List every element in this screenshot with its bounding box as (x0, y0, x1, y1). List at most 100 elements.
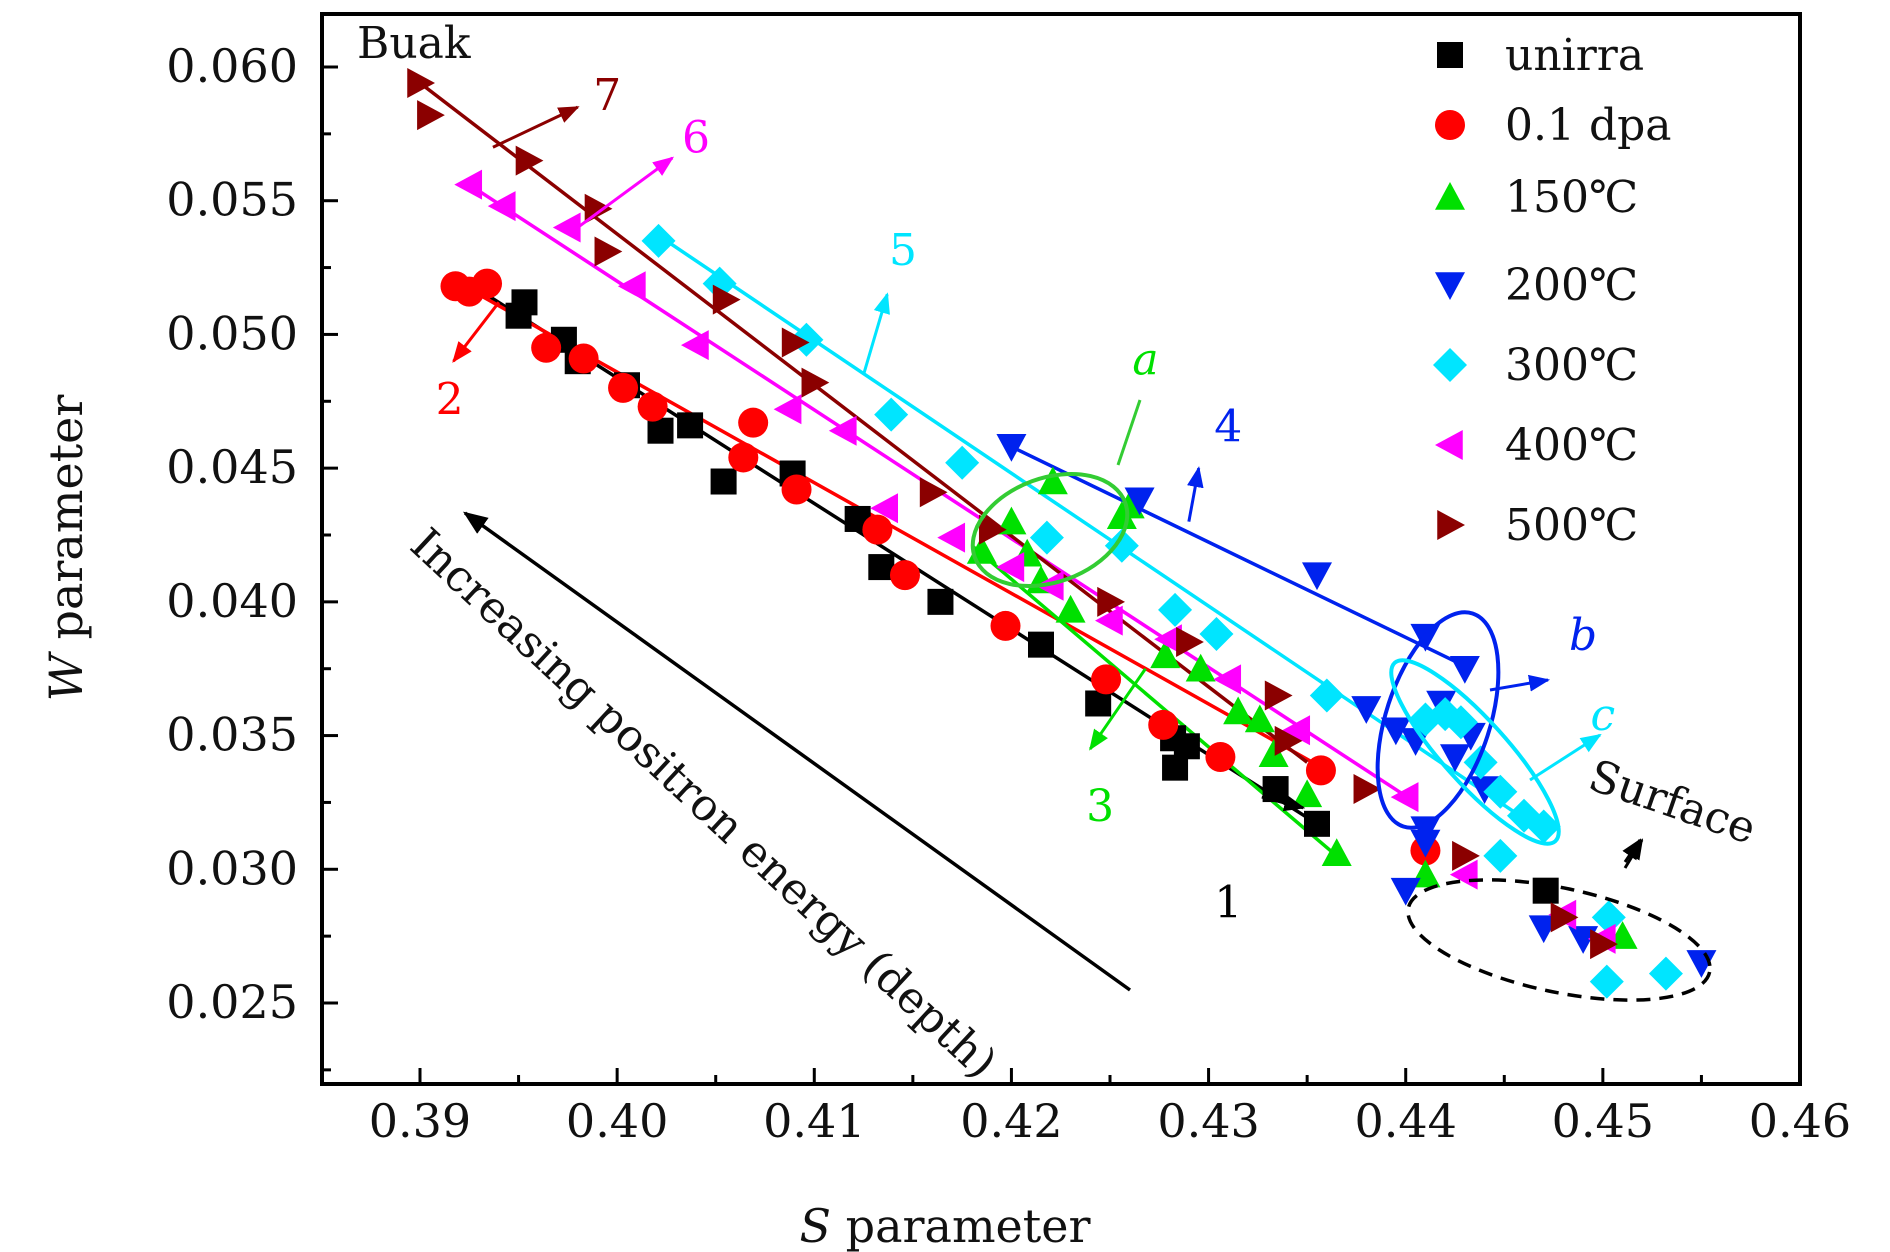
data-point-400 (681, 330, 709, 361)
data-point-200 (1449, 655, 1480, 684)
x-tick-label: 0.41 (763, 1094, 865, 1148)
data-point-150 (1258, 739, 1289, 768)
legend-item-unirra: unirra (1437, 30, 1644, 81)
legend-item-300c: 300℃ (1433, 340, 1638, 391)
data-point-200 (996, 433, 1027, 462)
data-point-0-1-dpa (472, 268, 503, 299)
data-point-0-1-dpa (637, 391, 668, 422)
data-point-400 (1213, 664, 1242, 695)
data-point-400 (937, 522, 966, 553)
region-label-b: b (1569, 610, 1597, 661)
y-tick-label: 0.045 (166, 440, 298, 494)
data-point-500 (1176, 626, 1204, 657)
plot-frame (320, 12, 1802, 1086)
legend-label-unirra: unirra (1505, 30, 1644, 81)
y-tick-label: 0.040 (166, 574, 298, 628)
x-axis-title: S parameter (800, 1199, 1091, 1252)
legend-marker-shape-400 (1435, 430, 1463, 460)
series-400 (454, 169, 1616, 954)
legend-item-150c: 150℃ (1435, 172, 1638, 223)
legend-marker-0.1dpa (1435, 110, 1465, 140)
legend-marker-shape-200 (1435, 272, 1465, 300)
data-point-300 (1483, 838, 1518, 873)
data-point-300 (874, 397, 909, 432)
data-markers (407, 68, 1717, 999)
data-point-300 (1158, 592, 1193, 627)
line-label-7: 7 (593, 70, 621, 121)
data-point-0-1-dpa (608, 372, 639, 403)
data-point-300 (1526, 809, 1561, 844)
region-a-ellipse (970, 471, 1130, 589)
surface-arrow (1623, 838, 1644, 869)
line-2-arrow (452, 301, 501, 363)
series-200 (996, 433, 1717, 978)
fit-line-500 (418, 81, 1309, 764)
line-label-1: 1 (1214, 877, 1242, 928)
data-point-400 (828, 415, 857, 446)
line-4-arrow (1187, 466, 1204, 522)
data-point-unirra (927, 588, 954, 615)
data-point-300 (1648, 956, 1683, 991)
data-point-150 (1037, 466, 1068, 495)
line-3-arrow (1089, 667, 1147, 751)
y-tick-label: 0.035 (166, 708, 298, 762)
data-point-0-1-dpa (1205, 741, 1236, 772)
data-point-200 (1351, 696, 1382, 724)
legend-label-500c: 500℃ (1505, 500, 1638, 551)
data-point-150 (1244, 704, 1275, 733)
region-b-ellipse (1375, 610, 1501, 830)
data-point-unirra (1028, 631, 1054, 658)
legend-label-0.1dpa: 0.1 dpa (1505, 100, 1672, 151)
y-tick-label: 0.025 (166, 975, 298, 1029)
surface-label: Surface (1582, 750, 1762, 854)
data-point-500 (978, 514, 1007, 545)
data-point-500 (1097, 586, 1125, 617)
data-point-500 (407, 68, 435, 99)
data-point-0-1-dpa (1148, 709, 1179, 740)
data-point-500 (801, 367, 830, 398)
data-point-400 (1095, 605, 1123, 636)
data-point-400 (996, 552, 1025, 583)
legend-item-200c: 200℃ (1435, 260, 1638, 311)
legend-marker-shape-300 (1433, 348, 1467, 382)
data-point-300 (641, 223, 676, 258)
data-point-400 (487, 191, 516, 222)
data-point-300 (1443, 705, 1478, 740)
x-tick-label: 0.42 (960, 1094, 1062, 1148)
data-point-300 (1309, 678, 1344, 713)
y-axis-title: W parameter (39, 395, 93, 702)
y-tick-label: 0.055 (166, 173, 298, 227)
data-point-150 (1150, 640, 1181, 669)
data-point-0-1-dpa (568, 343, 599, 374)
data-point-300 (1199, 616, 1234, 651)
y-axis-symbol: W (39, 650, 93, 701)
line-7-arrow (492, 105, 580, 149)
series-300 (641, 223, 1683, 999)
data-point-unirra (647, 417, 674, 444)
x-axis-text: parameter (831, 1199, 1090, 1252)
fit-line-0-1-dpa (458, 282, 1328, 772)
legend-marker-200c (1435, 272, 1465, 300)
data-point-400 (1390, 782, 1419, 813)
data-point-500 (1452, 840, 1480, 871)
region-b-arrow (1489, 674, 1551, 692)
line-6-arrow (576, 156, 675, 229)
data-point-500 (417, 100, 445, 131)
data-point-0-1-dpa (531, 332, 562, 363)
data-point-0-1-dpa (1305, 755, 1336, 786)
x-axis-symbol: S (800, 1199, 832, 1252)
data-point-unirra (505, 302, 532, 329)
data-point-400 (454, 169, 483, 200)
data-point-unirra (1173, 733, 1200, 760)
line-label-5: 5 (889, 225, 917, 276)
x-tick-label: 0.44 (1355, 1094, 1457, 1148)
data-point-150 (996, 506, 1027, 535)
data-point-500 (1590, 929, 1618, 960)
legend-marker-shape-150 (1435, 182, 1465, 210)
data-point-300 (945, 445, 980, 480)
legend-label-400c: 400℃ (1505, 420, 1638, 471)
legend-marker-500c (1437, 510, 1465, 540)
data-point-unirra (1532, 877, 1559, 904)
axes: 0.39 0.40 0.41 0.42 0.43 0.44 0.45 0.46 0.025 0.0… (166, 39, 1851, 1148)
